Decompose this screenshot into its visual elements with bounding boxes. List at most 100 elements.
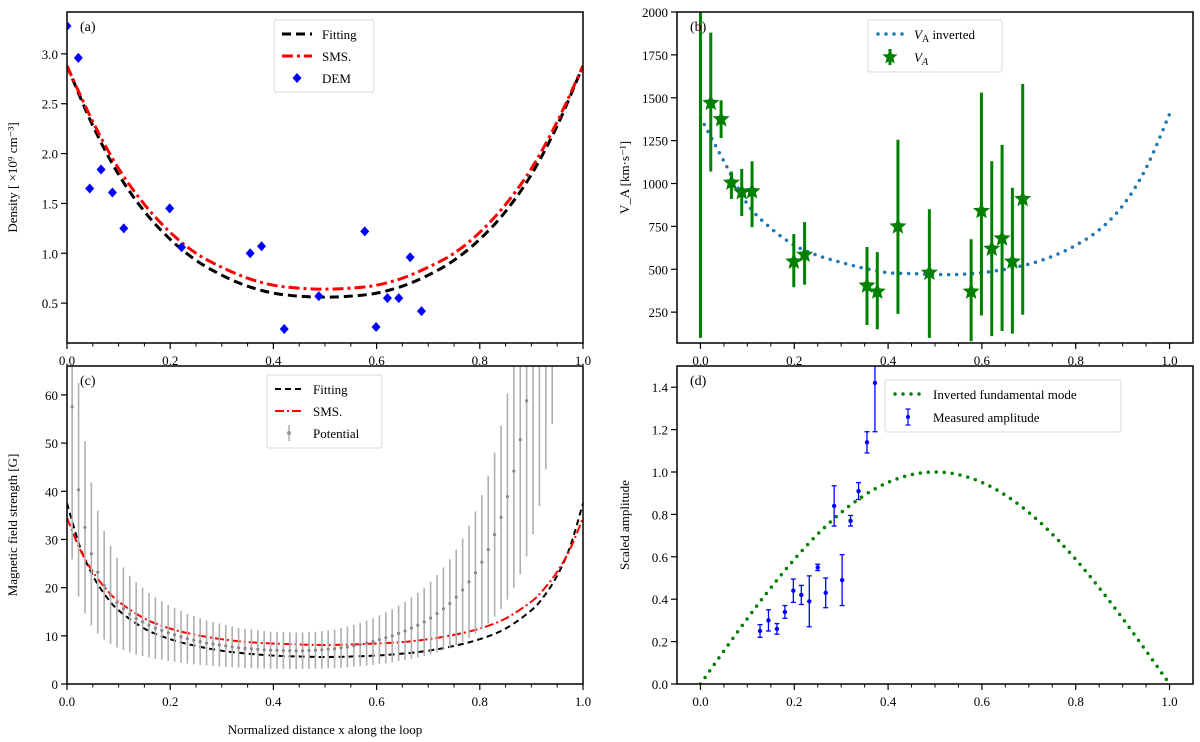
curve-v-a-inverted bbox=[698, 112, 1172, 277]
dem-point bbox=[371, 322, 381, 333]
x-tick-label: 0.0 bbox=[692, 353, 708, 368]
potential-point bbox=[288, 649, 292, 653]
potential-point bbox=[294, 649, 298, 653]
potential-point bbox=[384, 636, 388, 640]
va-point bbox=[722, 173, 740, 190]
series-d-0 bbox=[698, 470, 1172, 684]
potential-point bbox=[204, 641, 209, 645]
y-tick-label: 250 bbox=[649, 305, 669, 320]
x-tick-label: 1.0 bbox=[575, 353, 591, 368]
legend-label: VA bbox=[914, 50, 929, 68]
potential-point bbox=[121, 607, 125, 611]
y-tick-label: 1.4 bbox=[652, 380, 669, 395]
x-tick-label: 0.8 bbox=[472, 353, 488, 368]
va-point bbox=[712, 110, 730, 127]
potential-point bbox=[102, 583, 106, 587]
dem-point bbox=[177, 242, 187, 253]
va-point bbox=[1003, 252, 1021, 269]
potential-point bbox=[275, 648, 279, 652]
amplitude-point bbox=[774, 626, 780, 632]
y-tick-label: 500 bbox=[649, 262, 669, 277]
y-tick-label: 2000 bbox=[642, 5, 668, 20]
potential-point bbox=[83, 525, 87, 530]
amplitude-point bbox=[839, 577, 845, 583]
x-tick-label: 0.6 bbox=[974, 353, 991, 368]
plot-area-b bbox=[698, 12, 1172, 342]
y-tick-label: 40 bbox=[45, 484, 58, 499]
legend-swatch bbox=[882, 49, 898, 65]
series-b-1 bbox=[698, 12, 1032, 342]
y-tick-label: 3.0 bbox=[42, 47, 58, 62]
potential-point bbox=[198, 640, 202, 644]
y-tick-label: 0.8 bbox=[652, 507, 668, 522]
y-tick-label: 750 bbox=[649, 219, 669, 234]
y-tick-label: 1.0 bbox=[652, 465, 668, 480]
panel-label: (c) bbox=[80, 374, 96, 389]
dem-point bbox=[405, 252, 415, 263]
x-tick-label: 0.4 bbox=[880, 694, 897, 709]
y-tick-label: 1750 bbox=[642, 48, 668, 63]
y-tick-label: 1000 bbox=[642, 177, 668, 192]
potential-point bbox=[166, 631, 170, 635]
y-tick-label: 0.5 bbox=[42, 296, 58, 311]
va-point bbox=[1014, 189, 1032, 207]
x-tick-label: 0.6 bbox=[368, 353, 385, 368]
va-point bbox=[733, 183, 751, 200]
dem-point bbox=[257, 241, 267, 252]
va-point bbox=[962, 282, 980, 299]
x-tick-label: 1.0 bbox=[575, 694, 591, 709]
potential-point bbox=[192, 638, 196, 642]
x-tick-label: 0.2 bbox=[786, 694, 802, 709]
panel-d: 0.0 0.2 0.4 0.6 0.8 1.0 0.0 0.2 0.4 0.6 0.8 1.0 1.2 1… bbox=[617, 365, 1194, 709]
potential-point bbox=[454, 595, 458, 599]
dem-point bbox=[107, 187, 117, 198]
potential-point bbox=[185, 637, 189, 641]
y-tick-label: 0.0 bbox=[652, 677, 668, 692]
potential-point bbox=[326, 647, 330, 651]
y-axis-label: V_A [km·s⁻¹] bbox=[617, 141, 632, 214]
x-tick-label: 0.8 bbox=[472, 694, 488, 709]
dem-point bbox=[279, 324, 289, 335]
legend-box bbox=[266, 374, 383, 449]
legend-box bbox=[273, 19, 375, 93]
x-tick-label: 0.0 bbox=[692, 694, 708, 709]
potential-point bbox=[544, 205, 547, 208]
potential-point bbox=[172, 633, 177, 637]
potential-point bbox=[448, 601, 452, 606]
x-tick-label: 0.2 bbox=[786, 353, 802, 368]
potential-point bbox=[397, 631, 401, 636]
potential-point bbox=[76, 488, 81, 492]
potential-point bbox=[281, 648, 285, 653]
potential-point bbox=[429, 616, 433, 620]
potential-point bbox=[538, 287, 541, 290]
potential-point bbox=[333, 647, 337, 651]
y-tick-label: 0.2 bbox=[652, 635, 668, 650]
panel-b: 0.0 0.2 0.4 0.6 0.8 1.0 250 500 750 1000 1250 1500 1… bbox=[617, 5, 1194, 368]
x-tick-label: 0.4 bbox=[265, 694, 282, 709]
amplitude-point bbox=[757, 628, 763, 634]
potential-point bbox=[531, 350, 534, 353]
potential-point bbox=[128, 612, 132, 616]
dem-point bbox=[96, 164, 106, 175]
y-tick-label: 0.6 bbox=[652, 550, 669, 565]
dem-point bbox=[119, 223, 129, 234]
y-tick-label: 1.0 bbox=[42, 246, 58, 261]
y-tick-label: 1500 bbox=[642, 91, 668, 106]
potential-point bbox=[115, 600, 119, 605]
potential-point bbox=[505, 494, 510, 499]
y-tick-label: 50 bbox=[45, 436, 58, 451]
panel-label: (d) bbox=[690, 374, 707, 389]
potential-point bbox=[551, 104, 554, 107]
series-c-2 bbox=[70, 104, 554, 670]
potential-point bbox=[243, 646, 247, 650]
x-tick-label: 0.8 bbox=[1068, 353, 1084, 368]
legend-swatch bbox=[905, 408, 911, 426]
amplitude-point bbox=[766, 618, 771, 623]
curve-fitting bbox=[67, 65, 583, 299]
series-c-0 bbox=[67, 503, 583, 659]
x-tick-label: 1.0 bbox=[1161, 353, 1177, 368]
potential-point bbox=[512, 469, 516, 473]
x-axis-label: Normalized distance x along the loop bbox=[228, 722, 423, 737]
dem-point bbox=[67, 20, 72, 31]
x-tick-label: 0.0 bbox=[59, 353, 75, 368]
